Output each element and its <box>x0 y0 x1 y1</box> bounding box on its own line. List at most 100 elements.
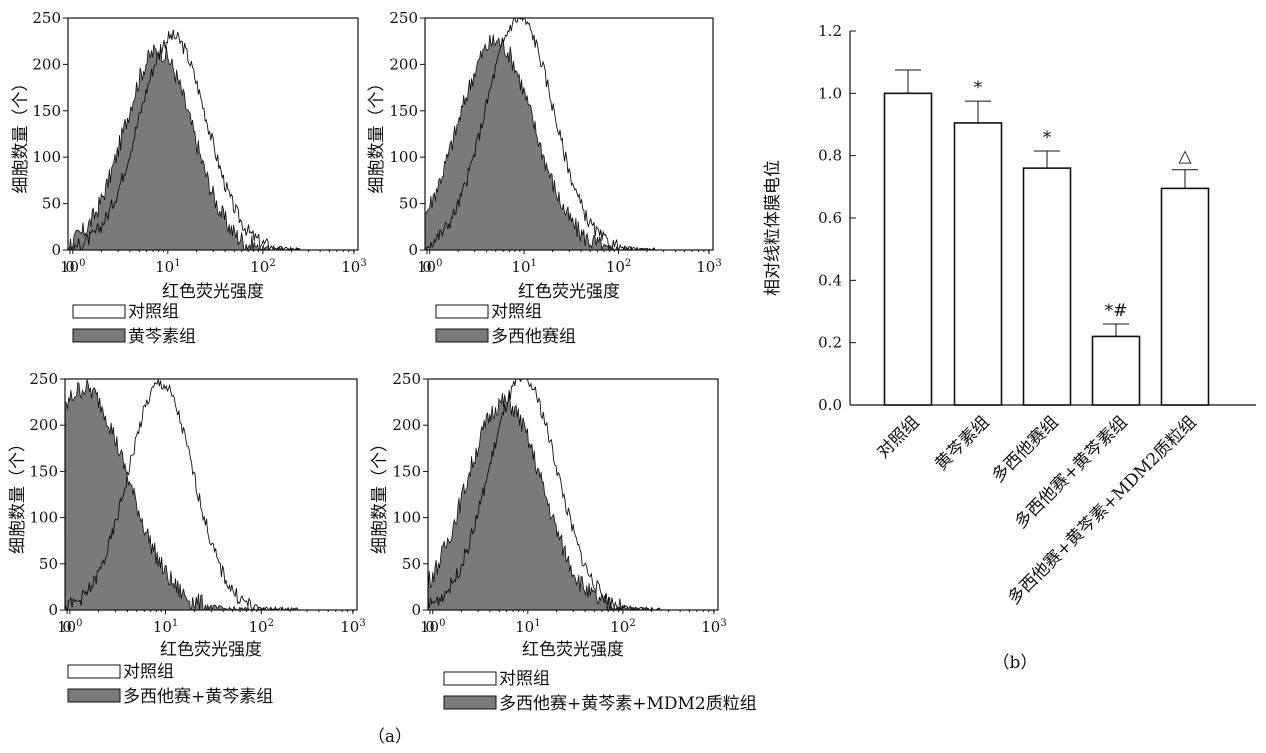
legend-swatch-treated <box>443 695 497 710</box>
bar-y-tick-label: 0.8 <box>818 147 842 165</box>
x-tick-label: 100 <box>57 618 82 636</box>
y-tick-label: 0 <box>51 241 61 259</box>
control-histogram-2 <box>425 17 656 252</box>
x-tick-label: 0 <box>425 618 435 636</box>
legend-label-control: 对照组 <box>123 662 174 682</box>
y-tick-label: 200 <box>392 416 421 434</box>
bar-4 <box>1091 335 1141 406</box>
y-tick-label: 250 <box>29 370 58 388</box>
y-tick-label: 250 <box>389 9 418 27</box>
x-tick-label: 101 <box>511 258 536 276</box>
legend-label-treated: 多西他赛+黄芩素+MDM2质粒组 <box>499 693 757 714</box>
legend-swatch-treated <box>435 328 489 343</box>
y-axis-label: 细胞数量（个） <box>367 75 387 194</box>
category-label-4: 多西他赛+黄芩素组 <box>1010 412 1131 533</box>
x-tick-label: 0 <box>65 258 75 276</box>
bar-y-tick-label: 0.6 <box>818 209 842 227</box>
x-tick-label: 102 <box>249 618 274 636</box>
y-axis-label: 细胞数量（个） <box>370 435 390 554</box>
y-tick-label: 250 <box>32 9 61 27</box>
panel-a-label: （a） <box>368 727 412 747</box>
category-label-2: 黄芩素组 <box>931 412 993 474</box>
treated-histogram-1 <box>67 44 301 252</box>
y-tick-label: 100 <box>32 148 61 166</box>
legend-label-treated: 黄芩素组 <box>128 327 196 347</box>
legend-swatch-control <box>72 304 126 319</box>
y-tick-label: 250 <box>392 370 421 388</box>
legend-swatch-control <box>67 664 121 679</box>
category-label-1: 对照组 <box>873 412 923 462</box>
x-tick-label: 101 <box>155 258 180 276</box>
y-tick-label: 100 <box>392 509 421 527</box>
y-tick-label: 150 <box>29 462 58 480</box>
significance-mark-4: *# <box>1105 301 1128 321</box>
legend-label-control: 对照组 <box>499 669 550 689</box>
x-tick-label: 103 <box>696 258 721 276</box>
x-tick-label: 100 <box>420 618 445 636</box>
y-tick-label: 150 <box>32 102 61 120</box>
category-label-3: 多西他赛组 <box>988 412 1063 487</box>
bar-5 <box>1160 187 1210 406</box>
y-tick-label: 150 <box>392 462 421 480</box>
x-axis-label: 红色荧光强度 <box>522 640 624 660</box>
y-tick-label: 0 <box>48 601 58 619</box>
x-axis-label: 红色荧光强度 <box>160 640 262 660</box>
x-tick-label: 102 <box>606 258 631 276</box>
y-tick-label: 50 <box>399 195 418 213</box>
bar-3 <box>1022 167 1072 406</box>
bar-1 <box>883 92 933 406</box>
treated-histogram-4 <box>427 393 661 612</box>
y-axis-label: 细胞数量（个） <box>8 435 28 554</box>
y-tick-label: 200 <box>29 416 58 434</box>
legend-swatch-control <box>443 671 497 686</box>
y-axis-label: 细胞数量（个） <box>11 75 31 194</box>
x-tick-label: 100 <box>60 258 85 276</box>
legend-label-treated: 多西他赛+黄芩素组 <box>123 686 273 707</box>
x-tick-label: 103 <box>701 618 726 636</box>
legend-label-treated: 多西他赛组 <box>491 326 576 347</box>
bar-y-tick-label: 0.2 <box>818 334 842 352</box>
y-tick-label: 100 <box>389 148 418 166</box>
x-tick-label: 0 <box>62 618 72 636</box>
legend-swatch-treated <box>72 328 126 343</box>
legend-label-control: 对照组 <box>128 302 179 322</box>
control-histogram-3 <box>64 379 299 612</box>
x-tick-label: 101 <box>515 618 540 636</box>
x-tick-label: 103 <box>341 258 366 276</box>
y-tick-label: 50 <box>42 195 61 213</box>
bar-2 <box>953 122 1003 406</box>
x-tick-label: 100 <box>417 258 442 276</box>
y-tick-label: 0 <box>411 601 421 619</box>
y-tick-label: 50 <box>402 555 421 573</box>
x-tick-label: 102 <box>250 258 275 276</box>
y-tick-label: 100 <box>29 509 58 527</box>
y-tick-label: 0 <box>408 241 418 259</box>
x-axis-label: 红色荧光强度 <box>162 282 264 302</box>
legend-swatch-control <box>435 304 489 319</box>
significance-mark-3: * <box>1043 128 1052 148</box>
y-tick-label: 50 <box>39 555 58 573</box>
bar-y-tick-label: 1.0 <box>818 84 842 102</box>
y-tick-label: 200 <box>32 55 61 73</box>
panel-b-label: （b） <box>993 653 1038 673</box>
y-tick-label: 150 <box>389 102 418 120</box>
treated-histogram-2 <box>424 34 656 251</box>
bar-y-tick-label: 0.0 <box>818 396 842 414</box>
x-tick-label: 0 <box>422 258 432 276</box>
bar-y-axis-label: 相对线粒体膜电位 <box>763 160 783 296</box>
bar-y-tick-label: 0.4 <box>818 271 842 289</box>
significance-mark-5: △ <box>1178 147 1192 167</box>
treated-histogram-3 <box>64 379 299 612</box>
x-axis-label: 红色荧光强度 <box>518 282 620 302</box>
x-tick-label: 101 <box>153 618 178 636</box>
legend-swatch-treated <box>67 688 121 703</box>
